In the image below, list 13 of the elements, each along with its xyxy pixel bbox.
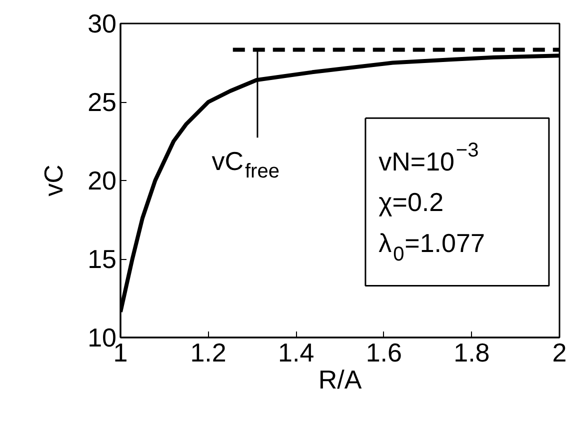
x-tick-label: 1.4 (278, 338, 314, 368)
y-tick-label: 15 (88, 244, 116, 274)
x-tick-label: 1.2 (190, 338, 226, 368)
x-tick-label: 2 (552, 338, 567, 368)
x-axis-title: R/A (318, 364, 362, 394)
y-tick-label: 25 (88, 87, 116, 117)
y-tick-label: 10 (88, 322, 116, 352)
y-tick-label: 30 (88, 8, 116, 38)
y-axis-title: vC (38, 164, 69, 196)
x-tick-label: 1.8 (454, 338, 490, 368)
annotation: χ=0.2 (378, 187, 444, 218)
y-tick-label: 20 (88, 166, 116, 196)
x-tick-label: 1.6 (366, 338, 402, 368)
